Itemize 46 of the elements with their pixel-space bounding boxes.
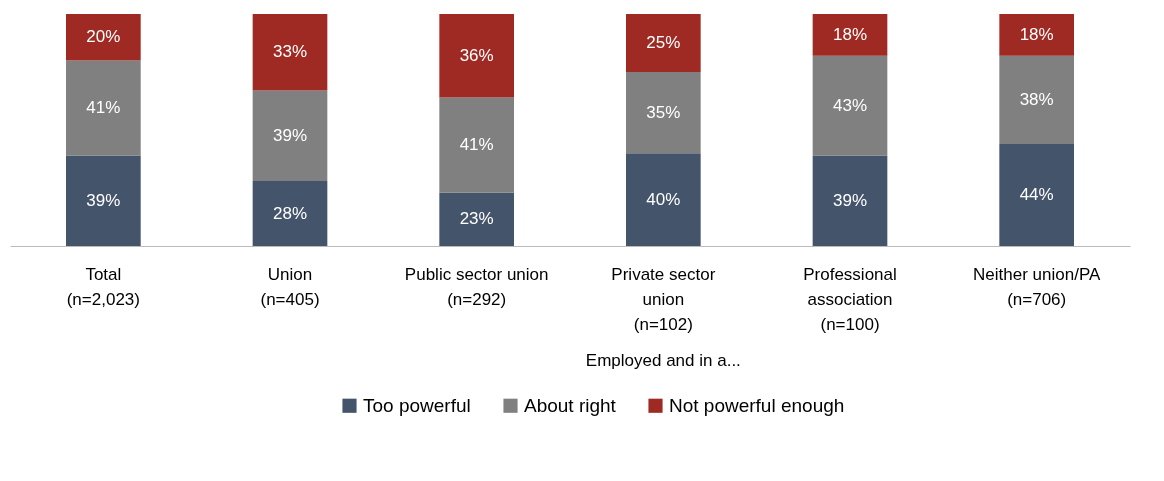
bar (252, 90, 328, 182)
data-label: 18% (1019, 24, 1054, 44)
data-label: 33% (272, 42, 308, 62)
data-label: 23% (459, 209, 494, 229)
bar (66, 155, 141, 246)
bar (626, 14, 701, 72)
x-tick-label: Total (n=2,023) (66, 264, 140, 309)
x-tick-label: Public sector union (n=292) (404, 264, 549, 309)
data-label: 40% (646, 189, 681, 209)
data-label: 41% (86, 97, 121, 117)
data-label: 20% (86, 27, 121, 47)
bar (66, 14, 141, 61)
bar (252, 181, 328, 246)
legend-label: Not powerful enough (669, 394, 845, 416)
data-label: 44% (1019, 184, 1054, 204)
bar (812, 55, 888, 156)
data-label: 18% (832, 24, 868, 44)
bar (439, 97, 514, 193)
x-tick-label: Union (n=405) (260, 264, 320, 309)
bar (999, 143, 1074, 246)
bar (999, 14, 1074, 56)
x-tick-label: Neither union/PA (n=706) (973, 264, 1101, 309)
bar (626, 153, 701, 246)
data-label: 38% (1019, 89, 1054, 109)
bar (812, 14, 888, 56)
x-tick-label: Private sector union (n=102) (611, 264, 716, 334)
bar (812, 155, 888, 246)
bar (626, 72, 701, 154)
bar (999, 55, 1074, 144)
bar (252, 14, 328, 91)
data-label: 39% (272, 125, 308, 145)
data-label: 39% (86, 190, 121, 210)
x-tick-label: Professional association (n=100) (803, 264, 897, 334)
bar (66, 60, 141, 156)
legend-label: About right (524, 394, 617, 416)
data-label: 41% (459, 135, 494, 155)
data-label: 25% (646, 33, 681, 52)
bar (439, 192, 514, 246)
data-label: 36% (459, 45, 494, 65)
data-label: 35% (646, 102, 681, 122)
bar (439, 14, 514, 98)
data-label: 43% (832, 95, 868, 115)
data-label: 39% (832, 190, 868, 210)
text: Employed and in a... (585, 351, 741, 370)
data-label: 28% (272, 203, 308, 223)
legend-label: Too powerful (363, 394, 471, 416)
